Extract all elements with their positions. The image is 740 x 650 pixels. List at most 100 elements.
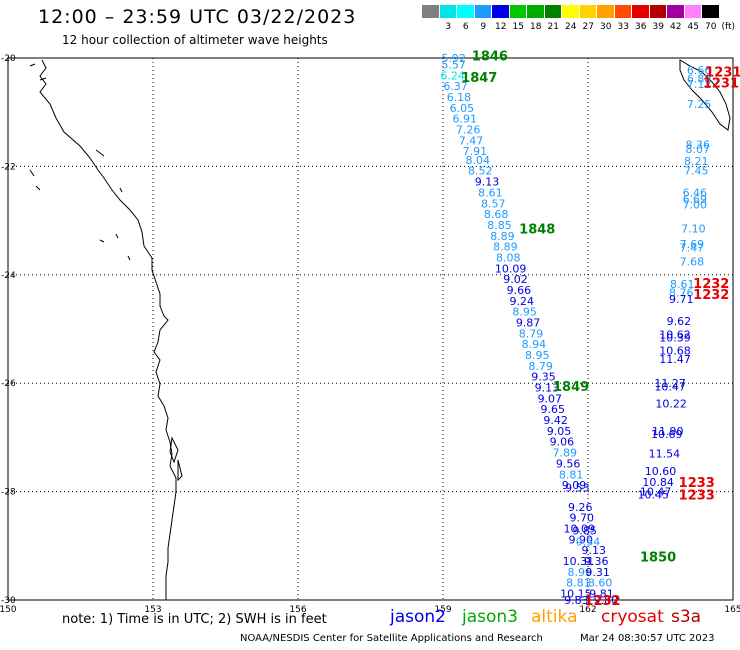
wave-height-value: 7.12 [687, 78, 712, 91]
wave-height-value: 9.26 [568, 501, 593, 514]
wave-height-value: 7.00 [683, 198, 708, 211]
wave-height-value: 10.60 [645, 465, 677, 478]
wave-height-value: 10.31 [563, 555, 595, 568]
scale-swatch [614, 5, 632, 18]
wave-height-value: 9.87 [516, 316, 541, 329]
scale-bin: 9 [474, 5, 492, 32]
lon-label: 156 [289, 605, 306, 615]
scale-label: 70 [705, 22, 717, 32]
wave-height-value: 8.81 [566, 577, 591, 590]
wave-height-value: 6.91 [453, 113, 478, 126]
wave-height-value: 8.85 [487, 219, 512, 232]
pass-label: 1231 [703, 76, 739, 91]
wave-height-value: 9.56 [556, 457, 581, 470]
scale-bin: 15 [509, 5, 527, 32]
wave-height-value: 9.65 [540, 403, 565, 416]
scale-swatch [544, 5, 562, 18]
wave-height-value: 8.76 [669, 287, 694, 300]
scale-unit: (ft) [721, 22, 736, 32]
wave-height-value: 10.22 [655, 397, 687, 410]
reef-mark [39, 77, 47, 81]
wave-height-value: 9.35 [531, 371, 556, 384]
lat-label: -24 [1, 271, 16, 281]
wave-height-value: 10.68 [659, 345, 691, 358]
scale-bin: 30 [597, 5, 615, 32]
reef-mark [29, 169, 35, 177]
scale-label: 12 [495, 22, 507, 32]
wave-height-value: 9.54 [576, 535, 601, 548]
wave-height-value: 5.92 [441, 52, 466, 65]
wave-height-value: 9.02 [503, 273, 528, 286]
scale-swatch [562, 5, 580, 18]
lat-label: -22 [1, 162, 16, 172]
scale-bin: 18 [527, 5, 545, 32]
wave-height-value: 10.39 [659, 332, 691, 345]
wave-height-value: 11.54 [649, 448, 681, 461]
wave-height-value: 9.13 [535, 382, 560, 395]
pass-label: 1846 [472, 49, 508, 64]
wave-height-value: 8.21 [684, 155, 709, 168]
wave-height-value: 8.94 [522, 338, 547, 351]
wave-height-value: 5.57 [441, 59, 466, 72]
scale-swatch [632, 5, 650, 18]
footer-source: NOAA/NESDIS Center for Satellite Applica… [240, 633, 543, 644]
pass-label: 1232 [693, 277, 729, 292]
scale-bin: 45 [684, 5, 702, 32]
wave-height-value: 11.90 [652, 425, 684, 438]
wave-height-value: 9.66 [507, 284, 532, 297]
wave-height-value: 9.80 [594, 594, 619, 607]
reef-mark [127, 255, 131, 261]
wave-height-value: 9.42 [543, 414, 568, 427]
wave-height-value: 6.89 [687, 73, 712, 86]
note-text: note: 1) Time is in UTC; 2) SWH is in fe… [62, 612, 327, 627]
wave-height-value: 9.07 [538, 392, 563, 405]
wave-height-value: 8.57 [481, 197, 506, 210]
legend-jason2: jason2 [390, 607, 446, 627]
wave-height-value: 8.95 [512, 306, 537, 319]
scale-label: 9 [480, 22, 487, 32]
wave-height-value: 7.26 [456, 124, 481, 137]
pass-label: 1232 [584, 594, 620, 609]
wave-height-value: 9.81 [589, 587, 614, 600]
wave-height-value: 6.69 [683, 193, 708, 206]
legend-cryosat: cryosat [601, 607, 664, 627]
legend-altika: altika [531, 607, 578, 627]
color-scale-legend: 3 6 9 12 15 18 21 24 27 30 33 36 39 42 45 70 (ft) [422, 5, 735, 32]
wave-height-value: 8.60 [588, 577, 613, 590]
scale-swatch [492, 5, 510, 18]
reef-mark [115, 233, 119, 239]
scale-label: 21 [547, 22, 559, 32]
scale-label: 33 [617, 22, 629, 32]
lat-label: -30 [1, 596, 16, 606]
scale-label: 39 [652, 22, 664, 32]
wave-height-value: 6.05 [450, 102, 475, 115]
wave-height-value: 9.13 [475, 176, 500, 189]
wave-height-value: 9.85 [572, 525, 597, 538]
scale-swatch [474, 5, 492, 18]
wave-height-value: 7.25 [687, 98, 712, 111]
wave-height-value: 9.70 [569, 512, 594, 525]
scale-swatch [649, 5, 667, 18]
scale-label: 30 [600, 22, 612, 32]
scale-bin: 21 [544, 5, 562, 32]
lon-label: 153 [144, 605, 161, 615]
scale-bin: 39 [649, 5, 667, 32]
wave-height-value: 7.91 [463, 145, 488, 158]
wave-height-value: 10.69 [651, 428, 683, 441]
wave-height-value: 8.89 [490, 230, 515, 243]
wave-height-value: 10.45 [638, 488, 670, 501]
reef-mark [95, 149, 105, 157]
page-title: 12:00 – 23:59 UTC 03/22/2023 [38, 6, 357, 28]
pass-label: 1850 [640, 551, 676, 566]
scale-swatch [684, 5, 702, 18]
reef-mark [29, 63, 36, 67]
wave-height-value: 8.96 [568, 566, 593, 579]
pass-label: 1847 [461, 71, 497, 86]
wave-height-value: 7.45 [684, 165, 709, 178]
wave-height-value: 8.61 [478, 186, 503, 199]
lat-label: -28 [1, 488, 16, 498]
wave-height-value: 7.47 [680, 242, 705, 255]
wave-height-value: 8.79 [528, 360, 553, 373]
reef-mark [119, 187, 123, 193]
